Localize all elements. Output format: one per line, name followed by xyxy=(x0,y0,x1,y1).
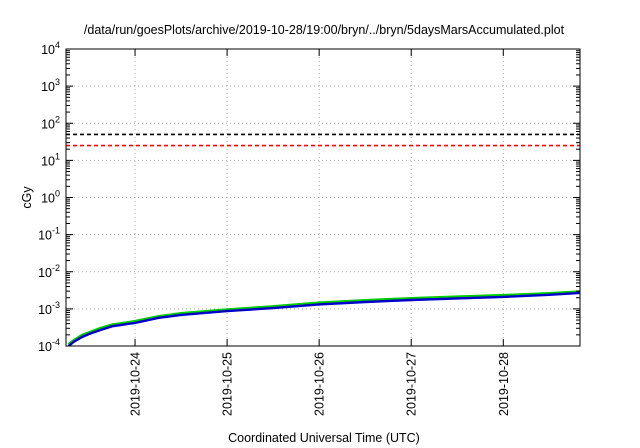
series-line xyxy=(67,291,580,346)
y-tick-label: 10-3 xyxy=(38,300,60,317)
x-tick-label: 2019-10-27 xyxy=(405,352,419,416)
x-tick-label: 2019-10-25 xyxy=(221,352,235,416)
chart-title: /data/run/goesPlots/archive/2019-10-28/1… xyxy=(84,23,565,37)
y-tick-label: 103 xyxy=(41,77,60,94)
series-layer xyxy=(67,290,580,346)
y-tick-label: 100 xyxy=(41,189,60,206)
x-axis-label: Coordinated Universal Time (UTC) xyxy=(228,431,420,445)
y-tick-label: 102 xyxy=(41,114,60,131)
y-tick-label: 104 xyxy=(41,40,60,57)
x-tick-label: 2019-10-26 xyxy=(313,352,327,416)
x-tick-label: 2019-10-24 xyxy=(129,352,143,416)
y-tick-label: 10-2 xyxy=(38,263,60,280)
reference-lines xyxy=(66,133,580,147)
x-axis: 2019-10-24 2019-10-25 2019-10-26 2019-10-27… xyxy=(129,49,511,416)
y-axis: 10-4 10-3 10-2 10-1 100 101 102 103 104 xyxy=(38,40,580,354)
y-tick-label: 101 xyxy=(41,151,60,168)
y-axis-label: cGy xyxy=(20,186,34,209)
y-tick-label: 10-4 xyxy=(38,337,60,354)
x-tick-label: 2019-10-28 xyxy=(497,352,511,416)
y-tick-label: 10-1 xyxy=(38,226,60,243)
series-line xyxy=(67,290,580,346)
